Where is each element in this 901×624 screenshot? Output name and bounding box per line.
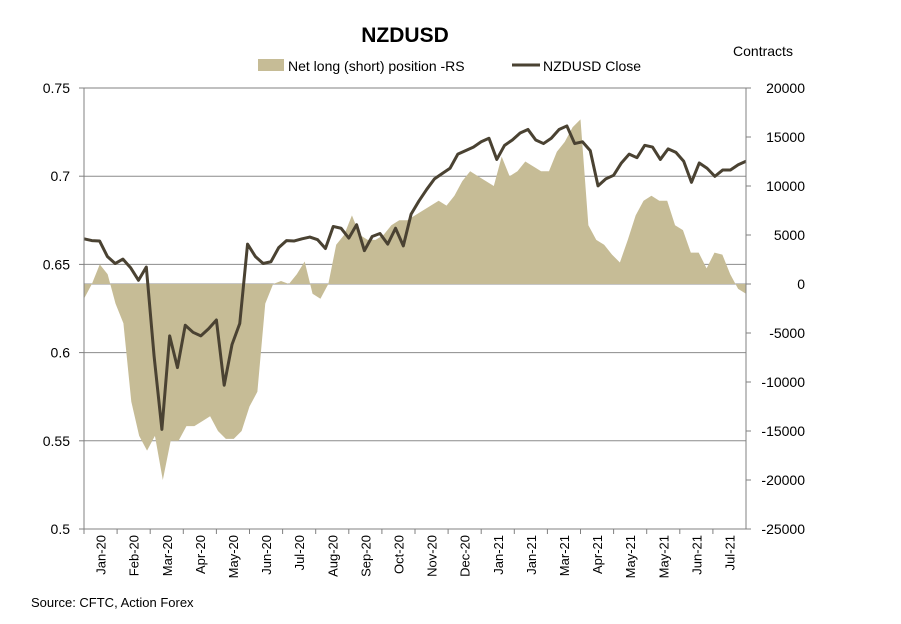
x-tick-label: Jul-20	[292, 535, 307, 570]
right-tick-label: 0	[797, 276, 805, 292]
x-tick-label: Feb-20	[127, 535, 142, 576]
legend-area-swatch	[258, 59, 284, 71]
x-tick-label: Mar-20	[160, 535, 175, 576]
right-tick-label: -5000	[769, 325, 805, 341]
left-tick-label: 0.75	[43, 80, 70, 96]
x-tick-label: May-21	[623, 535, 638, 578]
right-tick-label: -20000	[761, 472, 805, 488]
right-axis: 20000 15000 10000 5000 0 -5000 -10000 -15000 -20…	[746, 80, 805, 537]
legend-area-label: Net long (short) position -RS	[288, 58, 465, 74]
chart-title: NZDUSD	[361, 24, 449, 47]
net-position-area	[84, 119, 746, 481]
x-tick-label: Oct-20	[391, 535, 406, 574]
right-tick-label: 5000	[774, 227, 805, 243]
x-tick-label: Dec-20	[458, 535, 473, 577]
x-tick-label: Jun-20	[259, 535, 274, 575]
x-tick-label: May-20	[226, 535, 241, 578]
right-tick-label: 15000	[766, 129, 805, 145]
x-tick-label: Jan-21	[491, 535, 506, 575]
x-tick-label: Mar-21	[557, 535, 572, 576]
right-tick-label: 20000	[766, 80, 805, 96]
x-tick-label: Apr-21	[590, 535, 605, 574]
x-tick-label: Jan-21	[524, 535, 539, 575]
x-tick-label: Aug-20	[325, 535, 340, 577]
right-tick-label: -10000	[761, 374, 805, 390]
x-tick-label: Jun-21	[689, 535, 704, 575]
left-tick-label: 0.5	[51, 521, 71, 537]
left-tick-label: 0.6	[51, 345, 71, 361]
left-axis: 0.75 0.7 0.65 0.6 0.55 0.5	[43, 80, 84, 537]
x-tick-label: Nov-20	[425, 535, 440, 577]
x-tick-label: May-21	[656, 535, 671, 578]
left-tick-label: 0.7	[51, 168, 71, 184]
left-tick-label: 0.65	[43, 256, 70, 272]
legend-line-label: NZDUSD Close	[543, 58, 641, 74]
source-note: Source: CFTC, Action Forex	[31, 595, 194, 610]
x-tick-label: Jan-20	[94, 535, 109, 575]
right-tick-label: 10000	[766, 178, 805, 194]
nzdusd-close-line	[83, 124, 747, 431]
right-tick-label: -15000	[761, 423, 805, 439]
right-tick-label: -25000	[761, 521, 805, 537]
x-axis: Jan-20 Feb-20 Mar-20 Apr-20 May-20 Jun-20 Jul-…	[83, 529, 738, 578]
left-tick-label: 0.55	[43, 433, 70, 449]
right-axis-title: Contracts	[733, 43, 793, 59]
x-tick-label: Sep-20	[358, 535, 373, 577]
x-tick-label: Apr-20	[193, 535, 208, 574]
x-tick-label: Jul-21	[723, 535, 738, 570]
